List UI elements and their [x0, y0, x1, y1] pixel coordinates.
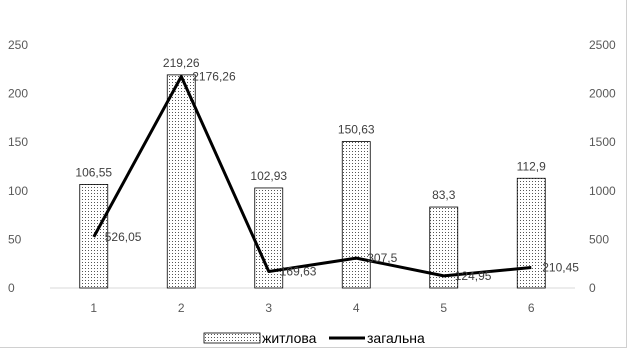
x-tick-label: 1 [90, 301, 97, 315]
bar [341, 141, 371, 289]
left-tick-label: 100 [8, 184, 28, 198]
line-data-label: 169,63 [280, 265, 317, 279]
x-axis: 1 2 3 4 5 6 [90, 301, 535, 315]
bar-data-label: 219,26 [163, 56, 200, 70]
bar-series [79, 74, 546, 289]
legend-swatch-bar [203, 332, 261, 344]
left-tick-label: 250 [8, 38, 28, 52]
x-tick-label: 2 [178, 301, 185, 315]
bar-data-labels: 106,55 219,26 102,93 150,63 83,3 112,9 [75, 56, 546, 202]
bar-data-label: 83,3 [432, 188, 456, 202]
right-tick-label: 2000 [589, 87, 616, 101]
x-tick-label: 5 [440, 301, 447, 315]
x-tick-label: 3 [265, 301, 272, 315]
legend-label-line: загальна [367, 330, 425, 346]
bar [516, 177, 546, 289]
legend: житлова загальна [203, 330, 425, 346]
line-data-label: 210,45 [542, 261, 579, 275]
bar-data-label: 106,55 [75, 165, 112, 179]
right-tick-label: 0 [589, 281, 596, 295]
right-tick-label: 1500 [589, 135, 616, 149]
line-series [92, 75, 532, 278]
left-tick-label: 0 [8, 281, 15, 295]
line-data-label: 2176,26 [192, 69, 236, 83]
left-tick-label: 50 [8, 232, 22, 246]
x-tick-label: 6 [528, 301, 535, 315]
legend-label-bar: житлова [262, 330, 317, 346]
left-tick-label: 200 [8, 87, 28, 101]
line-data-label: 124,95 [455, 269, 492, 283]
bar [166, 74, 196, 289]
x-tick-label: 4 [353, 301, 360, 315]
line-data-label: 526,05 [105, 230, 142, 244]
right-tick-label: 500 [589, 232, 609, 246]
right-tick-label: 1000 [589, 184, 616, 198]
right-axis: 0 500 1000 1500 2000 2500 [589, 38, 616, 295]
bar-data-label: 112,9 [517, 159, 546, 173]
right-tick-label: 2500 [589, 38, 616, 52]
line-data-labels: 526,05 2176,26 169,63 307,5 124,95 210,45 [105, 69, 580, 282]
line-data-label: 307,5 [367, 251, 397, 265]
left-tick-label: 150 [8, 135, 28, 149]
bar-data-label: 150,63 [338, 123, 375, 137]
bar-data-label: 102,93 [250, 169, 287, 183]
left-axis: 0 50 100 150 200 250 [8, 38, 28, 295]
